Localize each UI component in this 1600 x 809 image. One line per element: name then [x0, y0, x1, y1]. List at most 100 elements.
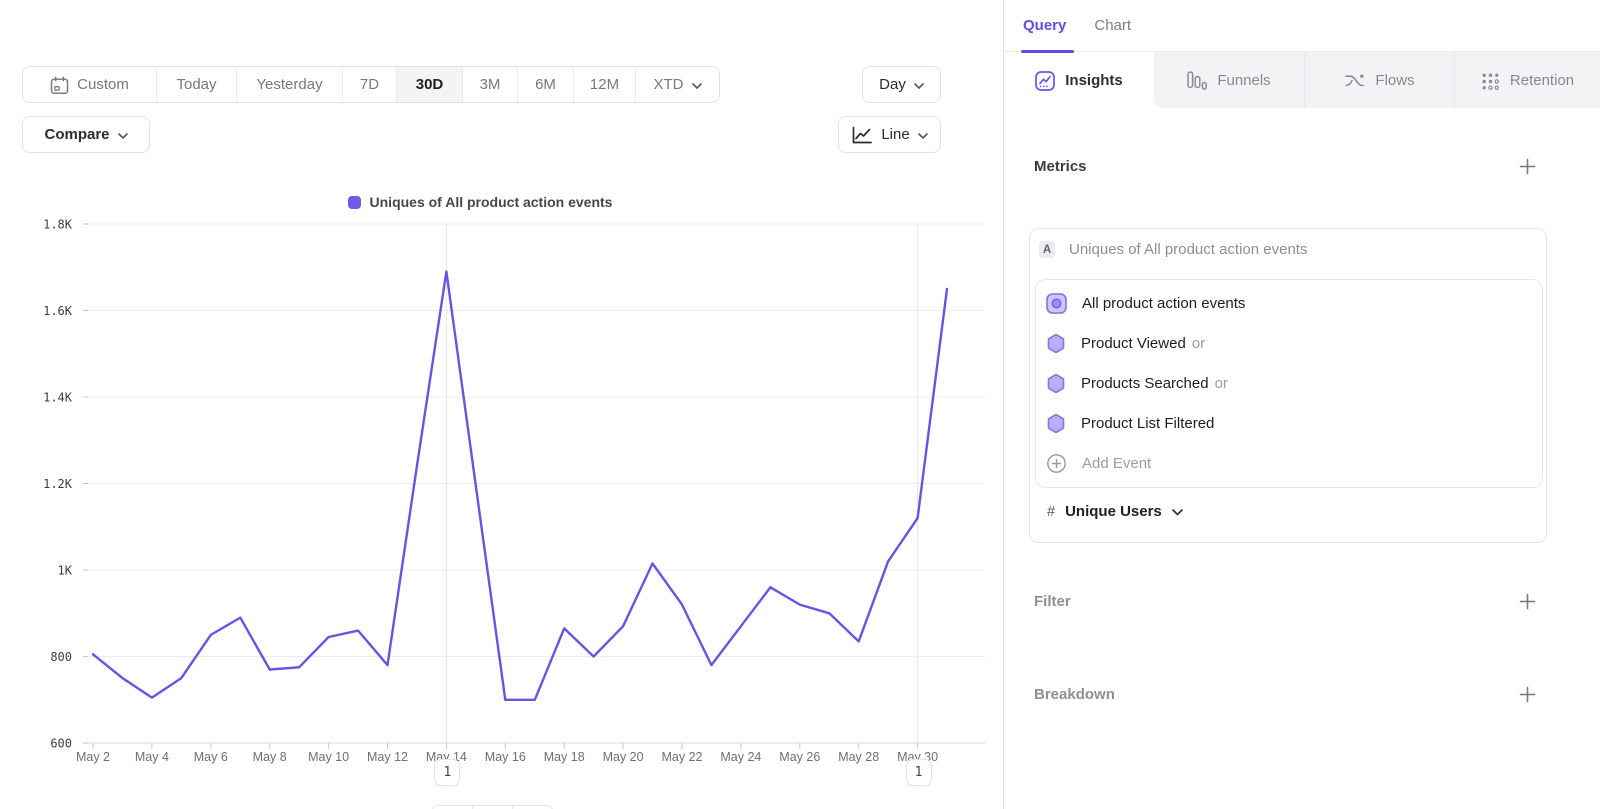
- range-button-label: 7D: [359, 76, 380, 93]
- range-button-6m[interactable]: 6M: [517, 67, 573, 102]
- event-row[interactable]: Products Searched or: [1036, 363, 1542, 403]
- range-button-label: Custom: [77, 76, 129, 93]
- add-event-label: Add Event: [1082, 455, 1152, 473]
- chevron-down-icon: [691, 82, 702, 89]
- svg-text:1.8K: 1.8K: [43, 218, 73, 232]
- aggregation-dropdown[interactable]: # Unique Users: [1047, 503, 1183, 520]
- funnels-icon: [1187, 71, 1208, 91]
- range-button-3m[interactable]: 3M: [462, 67, 517, 102]
- add-breakdown-button[interactable]: [1519, 686, 1536, 708]
- event-row[interactable]: All product action events: [1036, 283, 1542, 323]
- insights-icon: [1035, 71, 1056, 91]
- all-events-icon: [1046, 292, 1067, 314]
- hexagon-event-icon: [1046, 333, 1066, 354]
- event-label: All product action events: [1082, 294, 1246, 312]
- svg-text:May 4: May 4: [135, 750, 169, 764]
- range-button-label: Today: [176, 76, 217, 93]
- breakdown-heading: Breakdown: [1034, 686, 1115, 703]
- event-row[interactable]: Product Viewed or: [1036, 323, 1542, 363]
- granularity-value: Day: [879, 76, 906, 93]
- tab-chart[interactable]: Chart: [1094, 17, 1132, 34]
- chevron-down-icon: [914, 82, 924, 89]
- svg-text:May 26: May 26: [779, 750, 820, 764]
- add-metric-button[interactable]: [1519, 158, 1536, 180]
- svg-text:May 22: May 22: [662, 750, 703, 764]
- compare-label: Compare: [44, 126, 110, 143]
- svg-text:May 24: May 24: [720, 750, 761, 764]
- compare-dropdown[interactable]: Compare: [22, 116, 150, 153]
- subtab-insights[interactable]: Insights: [1004, 52, 1154, 108]
- event-label: Products Searched: [1081, 374, 1209, 392]
- svg-text:May 20: May 20: [603, 750, 644, 764]
- range-button-7d[interactable]: 7D: [342, 67, 396, 102]
- add-circle-icon: [1046, 453, 1067, 474]
- svg-text:May 6: May 6: [194, 750, 228, 764]
- event-list: All product action events Product Viewed o…: [1035, 279, 1543, 488]
- svg-text:May 10: May 10: [308, 750, 349, 764]
- svg-text:May 2: May 2: [76, 750, 110, 764]
- range-button-xtd[interactable]: XTD: [635, 67, 719, 102]
- legend-swatch: [347, 195, 361, 209]
- subtab-flows[interactable]: Flows: [1304, 52, 1454, 108]
- range-button-label: 6M: [535, 76, 556, 93]
- hexagon-event-icon: [1046, 373, 1066, 394]
- add-filter-button[interactable]: [1519, 593, 1536, 615]
- annotation-marker[interactable]: 1: [905, 759, 932, 786]
- metrics-heading: Metrics: [1034, 158, 1087, 175]
- report-type-tabs: Insights Funnels Flows Retention: [1004, 52, 1600, 108]
- range-button-label: 3M: [479, 76, 501, 93]
- zoom-control-cutoff[interactable]: [431, 805, 554, 809]
- add-event-button[interactable]: Add Event: [1036, 444, 1542, 484]
- chevron-down-icon: [917, 132, 928, 139]
- svg-text:1.6K: 1.6K: [43, 304, 73, 318]
- filter-heading: Filter: [1034, 593, 1071, 610]
- subtab-retention[interactable]: Retention: [1454, 52, 1600, 108]
- line-chart: 600 800 1K 1.2K 1.4K 1.6K 1.8K May 2 May 4 May 6 M…: [43, 218, 985, 764]
- series-label: Uniques of All product action events: [1069, 241, 1308, 258]
- subtab-funnels[interactable]: Funnels: [1154, 52, 1304, 108]
- chart-type-value: Line: [881, 126, 910, 143]
- retention-icon: [1481, 72, 1500, 91]
- line-chart-icon: [851, 126, 873, 145]
- series-badge: A: [1039, 241, 1055, 258]
- query-panel: Query Chart Insights Funnels Flows Retentio…: [1003, 0, 1600, 809]
- event-label: Product List Filtered: [1081, 415, 1215, 433]
- subtab-label: Insights: [1065, 71, 1123, 89]
- metric-series-row[interactable]: A Uniques of All product action events: [1030, 229, 1546, 258]
- event-row[interactable]: Product List Filtered: [1036, 404, 1542, 444]
- tab-query[interactable]: Query: [1023, 17, 1067, 34]
- range-button-12m[interactable]: 12M: [573, 67, 635, 102]
- aggregation-label: Unique Users: [1065, 503, 1162, 520]
- svg-text:May 18: May 18: [544, 750, 585, 764]
- chevron-down-icon: [1171, 509, 1183, 516]
- chart-legend: Uniques of All product action events: [0, 194, 960, 210]
- range-button-label: 30D: [415, 76, 444, 93]
- svg-text:May 16: May 16: [485, 750, 526, 764]
- subtab-label: Funnels: [1217, 71, 1271, 89]
- annotation-marker[interactable]: 1: [434, 759, 461, 786]
- svg-text:1.4K: 1.4K: [43, 391, 73, 405]
- chart-type-dropdown[interactable]: Line: [838, 116, 941, 153]
- range-button-30d[interactable]: 30D: [396, 67, 462, 102]
- date-range-selector: Custom Today Yesterday 7D 30D 3M 6M 12M XTD: [22, 66, 720, 103]
- event-operator-label: or: [1191, 334, 1206, 352]
- granularity-dropdown[interactable]: Day: [862, 66, 941, 103]
- chevron-down-icon: [117, 132, 128, 139]
- hash-icon: #: [1047, 503, 1056, 520]
- range-button-yesterday[interactable]: Yesterday: [236, 67, 342, 102]
- metric-card: A Uniques of All product action events A…: [1029, 228, 1547, 543]
- svg-text:May 28: May 28: [838, 750, 879, 764]
- active-tab-underline: [1021, 49, 1074, 53]
- subtab-label: Flows: [1375, 71, 1415, 89]
- panel-tab-bar: Query Chart: [1004, 0, 1600, 53]
- svg-text:800: 800: [50, 650, 72, 664]
- calendar-icon: [50, 76, 69, 95]
- range-button-today[interactable]: Today: [156, 67, 236, 102]
- event-label: Product Viewed: [1081, 334, 1186, 352]
- svg-text:1.2K: 1.2K: [43, 477, 73, 491]
- svg-text:1K: 1K: [58, 564, 73, 578]
- range-button-label: 12M: [589, 76, 620, 93]
- hexagon-event-icon: [1046, 413, 1066, 434]
- range-button-custom[interactable]: Custom: [23, 67, 156, 102]
